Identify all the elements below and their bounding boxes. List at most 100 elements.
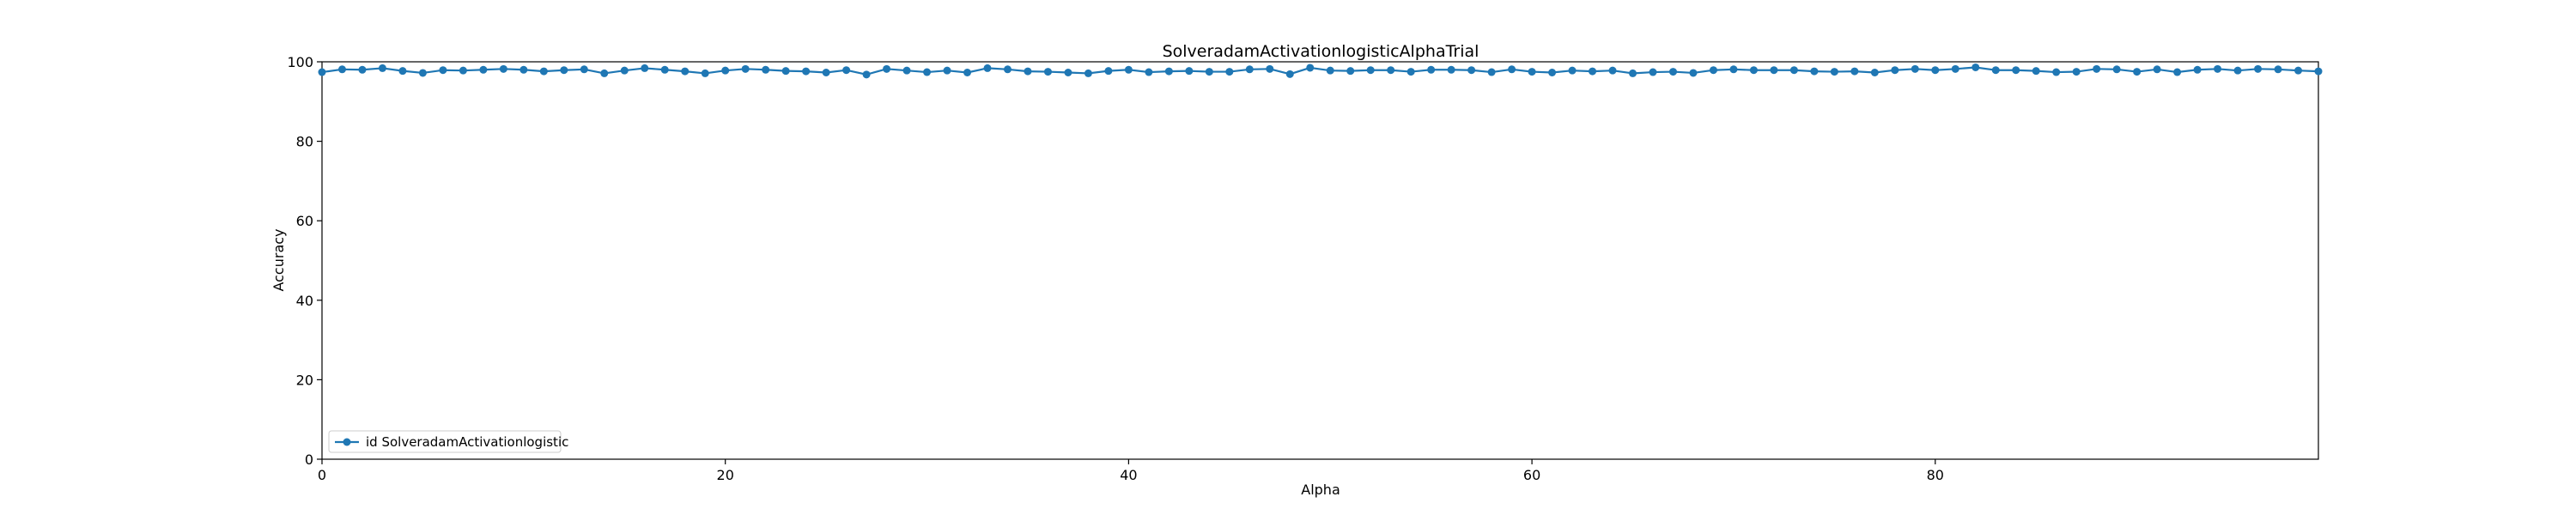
series-layer bbox=[318, 63, 2323, 79]
data-point bbox=[2133, 68, 2142, 76]
data-point bbox=[1447, 65, 1455, 74]
data-point bbox=[1326, 66, 1334, 75]
data-point bbox=[2294, 66, 2303, 75]
y-axis-label: Accuracy bbox=[270, 228, 287, 291]
data-point bbox=[1629, 69, 1637, 77]
data-point bbox=[2214, 64, 2222, 73]
data-point bbox=[1528, 68, 1536, 76]
data-point bbox=[902, 66, 911, 75]
data-point bbox=[2112, 65, 2121, 74]
x-tick-label: 0 bbox=[318, 467, 326, 483]
data-point bbox=[620, 66, 629, 75]
data-point bbox=[1145, 68, 1153, 76]
data-point bbox=[842, 66, 851, 75]
data-point bbox=[862, 70, 871, 79]
data-point bbox=[2173, 68, 2182, 76]
data-point bbox=[358, 65, 367, 74]
data-point bbox=[1589, 67, 1597, 76]
data-point bbox=[1951, 64, 1959, 73]
data-point bbox=[963, 69, 972, 77]
data-point bbox=[1991, 66, 2000, 75]
data-point bbox=[1608, 66, 1617, 75]
data-point bbox=[1729, 65, 1738, 74]
data-point bbox=[1124, 65, 1133, 74]
data-point bbox=[560, 66, 568, 75]
data-point bbox=[883, 64, 891, 73]
x-tick-label: 60 bbox=[1523, 467, 1540, 483]
data-point bbox=[1104, 67, 1113, 76]
data-point bbox=[762, 65, 770, 74]
data-point bbox=[539, 67, 548, 76]
data-point bbox=[1487, 68, 1496, 76]
data-point bbox=[1971, 63, 1980, 71]
data-point bbox=[1084, 69, 1092, 77]
data-point bbox=[822, 69, 830, 77]
data-point bbox=[741, 64, 750, 73]
y-tick-label: 80 bbox=[296, 134, 313, 150]
data-point bbox=[580, 65, 588, 74]
data-point bbox=[1568, 66, 1577, 75]
data-point bbox=[1387, 66, 1395, 75]
data-point bbox=[1649, 68, 1657, 76]
data-point bbox=[1467, 66, 1476, 75]
data-point bbox=[418, 69, 427, 77]
y-tick-label: 20 bbox=[296, 372, 313, 388]
data-point bbox=[2233, 66, 2242, 75]
y-tick-label: 0 bbox=[305, 451, 313, 468]
series-line bbox=[321, 66, 2319, 76]
data-point bbox=[1689, 69, 1698, 77]
data-point bbox=[459, 66, 467, 75]
data-point bbox=[1346, 67, 1355, 76]
data-point bbox=[1870, 69, 1879, 77]
data-point bbox=[1185, 67, 1194, 76]
data-point bbox=[2012, 66, 2020, 75]
x-axis-label: Alpha bbox=[1301, 482, 1340, 498]
data-point bbox=[1770, 66, 1778, 75]
data-point bbox=[1306, 64, 1315, 72]
data-point bbox=[378, 64, 386, 72]
legend-box bbox=[328, 430, 562, 453]
data-point bbox=[1205, 68, 1213, 76]
data-point bbox=[1891, 66, 1899, 75]
data-point bbox=[1508, 65, 1516, 74]
data-point bbox=[983, 64, 992, 72]
plot-frame bbox=[321, 61, 2319, 460]
y-tick-label: 100 bbox=[287, 54, 313, 70]
data-point bbox=[1024, 67, 1032, 76]
data-point bbox=[1830, 68, 1838, 76]
data-point bbox=[2153, 65, 2161, 74]
data-point bbox=[337, 65, 346, 74]
data-point bbox=[439, 66, 447, 75]
data-point bbox=[1668, 68, 1677, 76]
x-tick-label: 80 bbox=[1927, 467, 1944, 483]
data-point bbox=[2314, 67, 2323, 76]
data-point bbox=[1164, 67, 1173, 76]
data-point bbox=[479, 65, 488, 74]
y-tick-label: 60 bbox=[296, 213, 313, 229]
legend-entry-label: id SolveradamActivationlogistic bbox=[366, 434, 568, 450]
data-point bbox=[1931, 66, 1940, 75]
data-point bbox=[1548, 69, 1557, 77]
data-point bbox=[2093, 64, 2101, 73]
data-point bbox=[1225, 68, 1234, 76]
data-point bbox=[1043, 68, 1052, 76]
legend: id SolveradamActivationlogistic bbox=[328, 430, 568, 453]
data-point bbox=[802, 67, 811, 76]
legend-marker-swatch bbox=[343, 438, 351, 446]
data-point bbox=[1709, 66, 1717, 75]
data-point bbox=[1285, 70, 1294, 78]
data-point bbox=[641, 64, 649, 72]
data-point bbox=[398, 67, 407, 76]
x-tick-label: 20 bbox=[717, 467, 734, 483]
data-point bbox=[1266, 64, 1274, 73]
data-point bbox=[519, 65, 528, 74]
data-point bbox=[2032, 67, 2040, 76]
data-point bbox=[1749, 66, 1758, 75]
data-point bbox=[1245, 65, 1254, 74]
y-tick-label: 40 bbox=[296, 293, 313, 309]
data-point bbox=[2193, 65, 2202, 74]
data-point bbox=[600, 69, 609, 77]
data-point bbox=[1427, 65, 1436, 74]
data-point bbox=[721, 66, 730, 75]
